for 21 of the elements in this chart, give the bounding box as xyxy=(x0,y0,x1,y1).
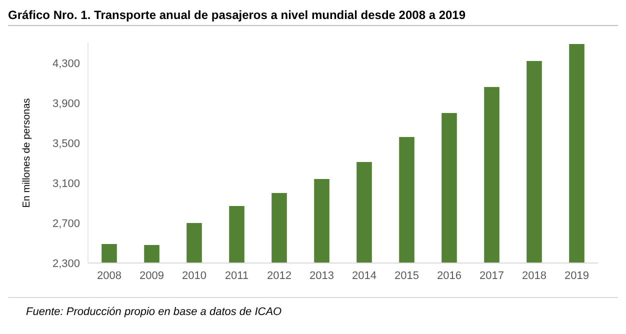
x-tick-label: 2009 xyxy=(140,270,164,282)
x-tick-label: 2018 xyxy=(522,270,546,282)
x-tick-label: 2017 xyxy=(480,270,504,282)
chart-title: Gráfico Nro. 1. Transporte anual de pasajeros a nivel mundial desde 2008 a 2019 xyxy=(8,8,618,26)
y-tick-label: 2,700 xyxy=(52,218,80,230)
y-tick-label: 3,900 xyxy=(52,98,80,110)
y-tick-label: 2,300 xyxy=(52,258,80,270)
y-tick-label: 4,300 xyxy=(52,58,80,70)
x-tick-label: 2011 xyxy=(224,270,249,282)
y-tick-label: 3,100 xyxy=(52,178,80,190)
y-tick-label: 3,500 xyxy=(52,138,80,150)
x-tick-label: 2015 xyxy=(394,270,419,282)
x-tick-label: 2012 xyxy=(267,270,292,282)
source-note: Fuente: Producción propio en base a datos de ICAO xyxy=(25,306,283,318)
y-axis-title: En millones de personas xyxy=(22,98,33,208)
x-tick-label: 2008 xyxy=(97,270,122,282)
x-tick-label: 2016 xyxy=(437,270,462,282)
x-tick-label: 2010 xyxy=(182,270,206,282)
x-tick-label: 2014 xyxy=(352,270,376,282)
x-tick-label: 2013 xyxy=(310,270,334,282)
x-tick-label: 2019 xyxy=(564,270,589,282)
